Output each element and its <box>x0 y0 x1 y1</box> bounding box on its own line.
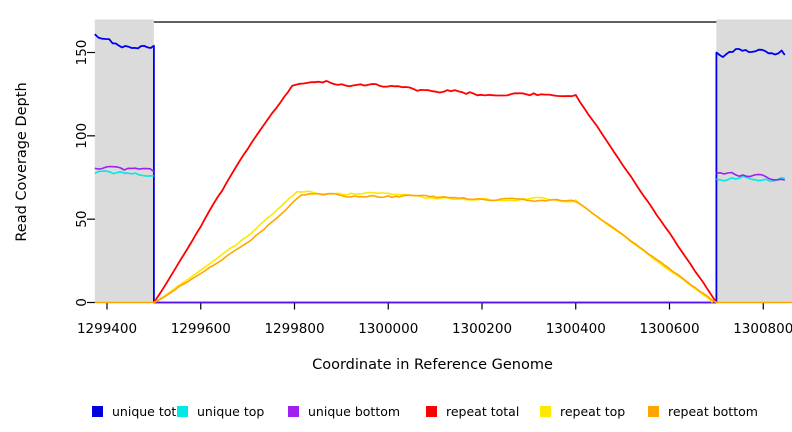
legend-label: unique total <box>112 403 188 419</box>
y-tick-label: 150 <box>74 40 90 66</box>
x-tick-label: 1300800 <box>733 321 792 337</box>
legend-item-unique-total: unique total <box>92 402 187 420</box>
legend-item-unique-bottom: unique bottom <box>288 402 400 420</box>
legend-swatch-icon <box>540 405 551 417</box>
x-axis-title: Coordinate in Reference Genome <box>312 357 553 373</box>
x-tick-label: 1300600 <box>639 321 699 337</box>
x-tick-label: 1300400 <box>546 321 606 337</box>
coverage-plot-canvas: 1299400 1299600 1299800 1300000 1300200 13004… <box>74 19 792 337</box>
x-tick-label: 1300000 <box>358 321 418 337</box>
legend-label: unique bottom <box>308 403 401 419</box>
legend-swatch-icon <box>177 405 188 417</box>
series-repeat-total <box>153 80 718 304</box>
legend-label: repeat top <box>560 403 626 419</box>
legend-label: unique top <box>197 403 265 419</box>
series-unique-total <box>94 33 786 304</box>
legend-item-repeat-total: repeat total <box>426 402 519 420</box>
shaded-region-right-flank <box>716 19 792 303</box>
legend-swatch-icon <box>288 405 299 417</box>
series-repeat-bottom <box>94 192 792 304</box>
legend-item-unique-top: unique top <box>177 402 264 420</box>
legend-swatch-icon <box>426 405 437 417</box>
series-unique-top <box>716 175 785 182</box>
legend-label: repeat total <box>446 403 520 419</box>
y-tick-label: 100 <box>74 123 90 149</box>
legend-label: repeat bottom <box>668 403 758 419</box>
y-axis-title: Read Coverage Depth <box>14 82 30 242</box>
shaded-region-left-flank <box>94 19 154 303</box>
legend: unique total unique top unique bottom repea… <box>0 402 792 422</box>
x-tick-label: 1299400 <box>77 321 137 337</box>
series-unique-bottom <box>94 165 155 173</box>
series-repeat-top <box>153 190 714 304</box>
legend-swatch-icon <box>648 405 659 417</box>
legend-swatch-icon <box>92 405 103 417</box>
series-unique-top <box>94 170 154 177</box>
x-tick-label: 1299600 <box>171 321 231 337</box>
series-unique-bottom <box>716 171 785 181</box>
legend-item-repeat-bottom: repeat bottom <box>648 402 758 420</box>
x-tick-label: 1300200 <box>452 321 512 337</box>
legend-item-repeat-top: repeat top <box>540 402 625 420</box>
y-tick-label: 0 <box>74 298 90 307</box>
y-tick-label: 50 <box>74 211 90 228</box>
x-tick-label: 1299800 <box>264 321 324 337</box>
